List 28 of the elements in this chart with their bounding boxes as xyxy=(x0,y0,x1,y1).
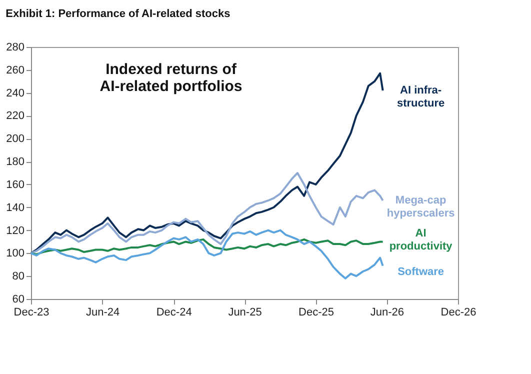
text: Indexed returns of AI-related portfolios xyxy=(100,61,242,95)
x-tick-label: Dec-26 xyxy=(440,306,476,318)
y-tick-label: 280 xyxy=(6,42,24,54)
line-series xyxy=(30,172,384,254)
series-label: AI productivity xyxy=(389,228,454,253)
y-tick-label: 260 xyxy=(6,64,24,76)
x-tick-label: Jun-25 xyxy=(228,306,262,318)
y-tick-label: 200 xyxy=(6,133,24,146)
y-tick-label: 140 xyxy=(6,202,24,214)
y-tick-label: 60 xyxy=(12,294,24,306)
y-tick-label: 240 xyxy=(6,87,24,100)
y-tick-label: 100 xyxy=(6,248,24,260)
line-series xyxy=(30,229,384,280)
x-tick-label: Dec-25 xyxy=(298,306,334,318)
x-tick-label: Dec-24 xyxy=(156,306,192,318)
y-tick-label: 220 xyxy=(6,110,24,122)
x-tick-label: Jun-24 xyxy=(86,306,120,318)
series-label: Mega-cap hyperscalers xyxy=(386,194,455,220)
series-label: AI infra- structure xyxy=(396,84,445,110)
series-label: Software xyxy=(398,266,444,278)
line-series xyxy=(30,238,384,256)
y-tick-label: 180 xyxy=(6,156,24,168)
chart-title: Exhibit 1: Performance of AI-related stocks xyxy=(6,8,230,20)
x-tick-label: Dec-23 xyxy=(14,306,50,318)
x-tick-label: Jun-26 xyxy=(370,306,404,318)
y-tick-label: 160 xyxy=(6,178,24,191)
y-tick-label: 120 xyxy=(6,224,24,237)
y-tick-label: 80 xyxy=(12,270,24,283)
